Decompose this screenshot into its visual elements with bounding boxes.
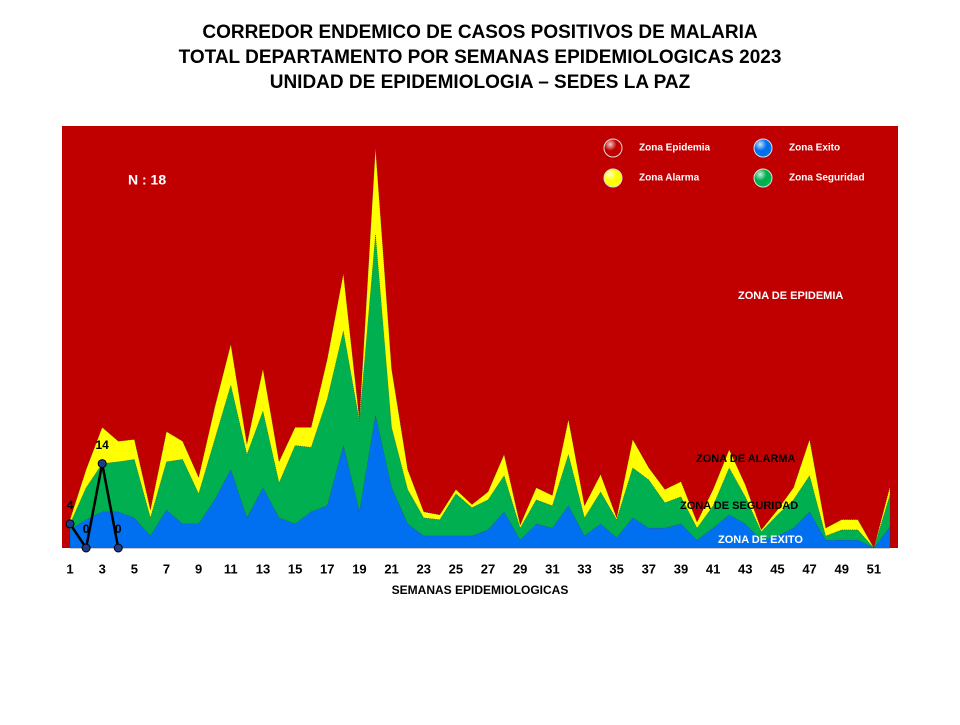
chart-title: UNIDAD DE EPIDEMIOLOGIA – SEDES LA PAZ: [270, 72, 691, 93]
x-tick-label: 21: [384, 561, 398, 576]
x-tick-label: 7: [163, 561, 170, 576]
data-label: 0: [83, 522, 90, 536]
legend-label: Zona Epidemia: [639, 143, 711, 154]
x-axis-label: SEMANAS EPIDEMIOLOGICAS: [392, 583, 569, 597]
x-tick-label: 5: [131, 561, 138, 576]
x-tick-label: 31: [545, 561, 559, 576]
chart-title: CORREDOR ENDEMICO DE CASOS POSITIVOS DE …: [202, 22, 758, 43]
annotation: N : 18: [128, 172, 166, 188]
zone-label: ZONA DE SEGURIDAD: [680, 500, 798, 512]
legend-gloss: [604, 139, 622, 157]
x-tick-label: 1: [66, 561, 73, 576]
x-tick-label: 13: [256, 561, 270, 576]
x-tick-label: 23: [416, 561, 430, 576]
x-tick-label: 3: [99, 561, 106, 576]
zone-label: ZONA DE EPIDEMIA: [738, 290, 843, 302]
chart-title: TOTAL DEPARTAMENTO POR SEMANAS EPIDEMIOL…: [179, 47, 782, 68]
legend-label: Zona Seguridad: [789, 173, 865, 184]
x-tick-label: 35: [609, 561, 623, 576]
x-tick-label: 17: [320, 561, 334, 576]
legend-label: Zona Exito: [789, 143, 840, 154]
zone-area: [69, 234, 891, 549]
observed-point: [113, 543, 123, 553]
legend-gloss: [604, 169, 622, 187]
zone-label: ZONA DE ALARMA: [696, 453, 795, 465]
observed-line: [68, 463, 120, 552]
observed-point: [97, 459, 107, 469]
observed-point: [81, 543, 91, 553]
x-tick-label: 15: [288, 561, 302, 576]
x-tick-label: 37: [642, 561, 656, 576]
observed-point: [65, 519, 75, 529]
x-tick-label: 41: [706, 561, 720, 576]
data-label: 0: [115, 522, 122, 536]
x-tick-label: 45: [770, 561, 784, 576]
zone-area: [69, 148, 891, 549]
x-tick-label: 43: [738, 561, 752, 576]
x-tick-label: 29: [513, 561, 527, 576]
x-tick-label: 49: [834, 561, 848, 576]
x-tick-label: 39: [674, 561, 688, 576]
x-tick-label: 19: [352, 561, 366, 576]
x-tick-label: 47: [802, 561, 816, 576]
x-tick-label: 51: [867, 561, 881, 576]
legend-gloss: [754, 139, 772, 157]
legend-gloss: [754, 169, 772, 187]
x-tick-label: 11: [224, 561, 238, 576]
x-tick-label: 9: [195, 561, 202, 576]
x-tick-label: 33: [577, 561, 591, 576]
zone-area: [69, 415, 891, 549]
zone-label: ZONA DE EXITO: [718, 534, 803, 546]
x-tick-label: 27: [481, 561, 495, 576]
x-tick-label: 25: [449, 561, 463, 576]
legend-label: Zona Alarma: [639, 173, 700, 184]
data-label: 4: [67, 498, 74, 512]
data-label: 14: [96, 438, 110, 452]
